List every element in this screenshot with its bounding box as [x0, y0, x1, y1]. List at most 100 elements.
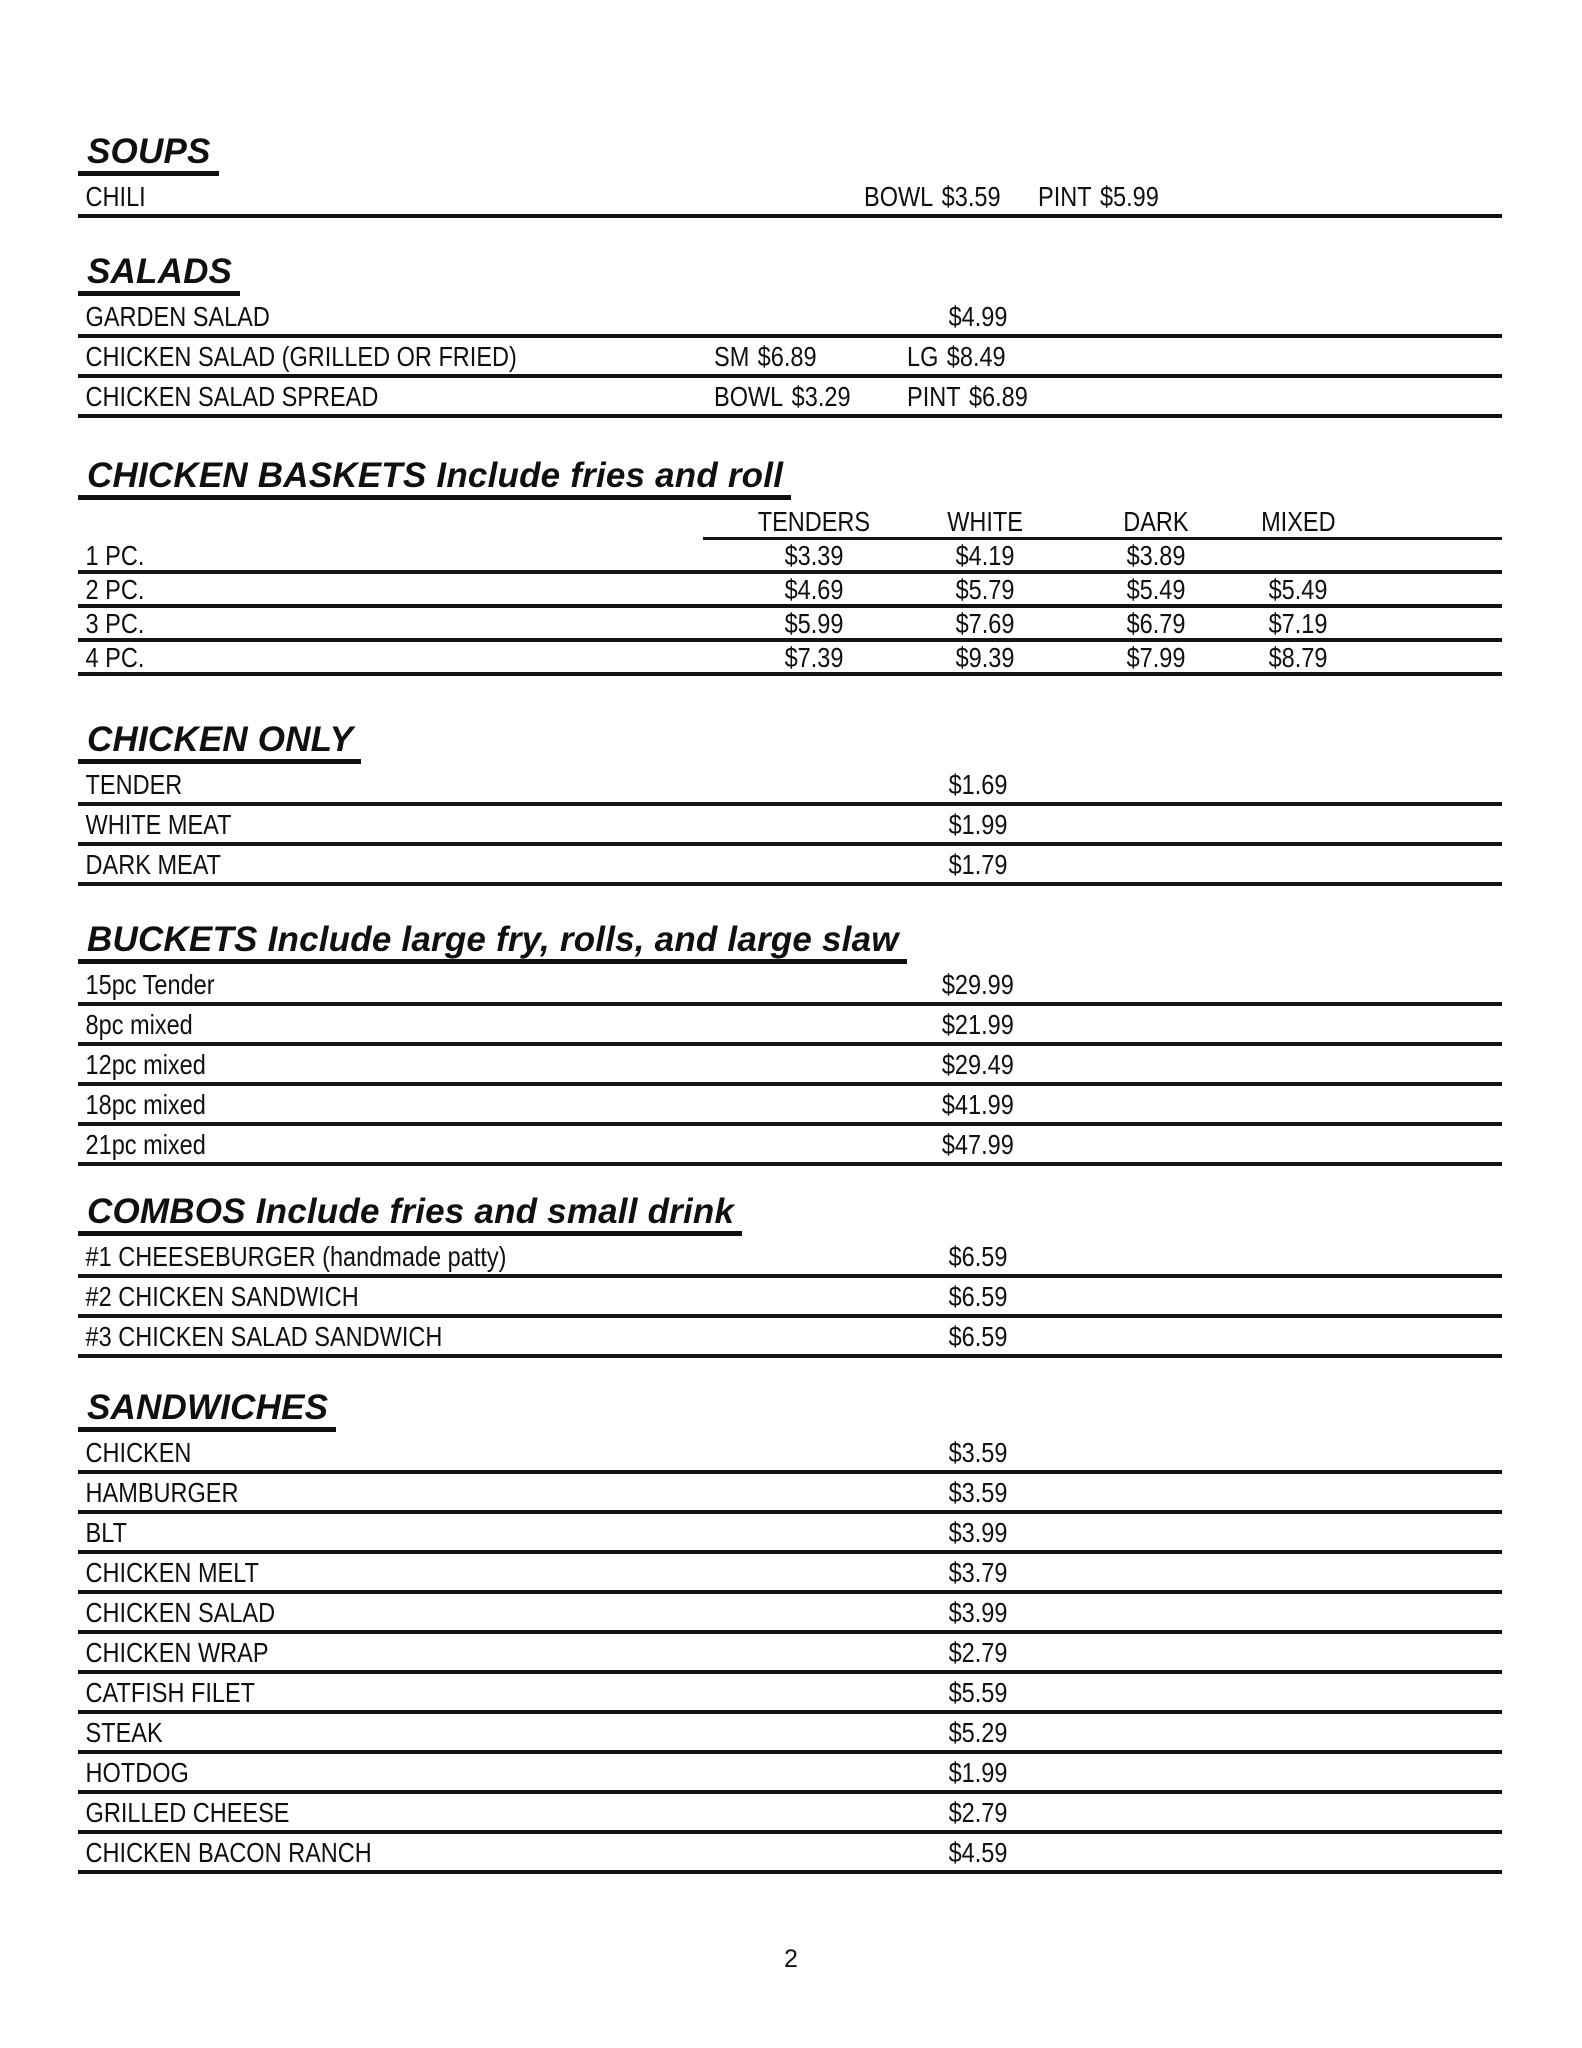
- section-title-text: CHICKEN BASKETS: [87, 456, 427, 495]
- section-sandwiches: SANDWICHES CHICKEN $3.59 HAMBURGER $3.59…: [78, 1390, 1502, 1874]
- menu-item-row: TENDER $1.69: [78, 766, 1502, 806]
- item-name: 2 PC.: [85, 574, 145, 605]
- menu-item-row: 3 PC. $5.99 $7.69 $6.79 $7.19: [78, 608, 1502, 642]
- item-price-mixed: $8.79: [1268, 642, 1328, 673]
- item-price-white: $4.19: [955, 540, 1015, 571]
- menu-item-row: 2 PC. $4.69 $5.79 $5.49 $5.49: [78, 574, 1502, 608]
- item-name: GARDEN SALAD: [85, 301, 270, 332]
- section-title: CHICKEN ONLY: [78, 720, 362, 764]
- menu-item-row: 15pc Tender $29.99: [78, 966, 1502, 1006]
- menu-item-row: STEAK $5.29: [78, 1714, 1502, 1754]
- item-price: $3.59: [941, 181, 1001, 212]
- menu-item-row: #2 CHICKEN SANDWICH $6.59: [78, 1278, 1502, 1318]
- section-title: SANDWICHES: [78, 1388, 337, 1432]
- item-price: $6.59: [948, 1281, 1008, 1312]
- item-price: $3.59: [948, 1477, 1008, 1508]
- item-price: $41.99: [942, 1089, 1014, 1120]
- item-price: $1.99: [948, 1757, 1008, 1788]
- item-name: 21pc mixed: [85, 1129, 206, 1160]
- menu-item-row: GARDEN SALAD $4.99: [78, 298, 1502, 338]
- item-price-white: $7.69: [955, 608, 1015, 639]
- menu-item-row: 8pc mixed $21.99: [78, 1006, 1502, 1046]
- section-title-text: SALADS: [87, 252, 233, 291]
- item-price: $5.59: [948, 1677, 1008, 1708]
- section-title: SOUPS: [78, 134, 219, 176]
- menu-item-row: 4 PC. $7.39 $9.39 $7.99 $8.79: [78, 642, 1502, 676]
- item-name: HOTDOG: [85, 1757, 189, 1788]
- menu-item-row: HOTDOG $1.99: [78, 1754, 1502, 1794]
- item-name: CHICKEN: [85, 1437, 192, 1468]
- menu-item-row: CATFISH FILET $5.59: [78, 1674, 1502, 1714]
- section-soups: SOUPS CHILI BOWL $3.59 PINT $5.99: [78, 134, 1502, 218]
- item-name: CHICKEN MELT: [85, 1557, 259, 1588]
- column-header-tenders: TENDERS: [757, 506, 871, 537]
- item-price-tenders: $7.39: [784, 642, 844, 673]
- price-size-label: BOWL: [864, 181, 934, 212]
- section-chicken-only: CHICKEN ONLY TENDER $1.69 WHITE MEAT $1.…: [78, 722, 1502, 886]
- section-rows: 15pc Tender $29.99 8pc mixed $21.99 12pc…: [78, 966, 1502, 1166]
- item-price-mixed: [1213, 542, 1383, 569]
- section-heading: SALADS: [78, 254, 1502, 296]
- item-price: $21.99: [942, 1009, 1014, 1040]
- item-name: CHICKEN SALAD (GRILLED OR FRIED): [85, 341, 517, 372]
- item-price: $2.79: [948, 1797, 1008, 1828]
- menu-item-row: #3 CHICKEN SALAD SANDWICH $6.59: [78, 1318, 1502, 1358]
- section-heading: CHICKEN ONLY: [78, 722, 1502, 764]
- item-price-white: $9.39: [955, 642, 1015, 673]
- item-name: 15pc Tender: [85, 969, 215, 1000]
- section-rows: TENDERS WHITE DARK MIXED 1 PC. $3.39 $4.…: [78, 502, 1502, 676]
- section-heading: SANDWICHES: [78, 1390, 1502, 1432]
- item-price-dark: $5.49: [1126, 574, 1186, 605]
- section-subtitle: Include fries and roll: [436, 456, 784, 495]
- basket-column-headers: TENDERS WHITE DARK MIXED: [78, 502, 1502, 540]
- item-price-mixed: $5.49: [1268, 574, 1328, 605]
- item-name: #1 CHEESEBURGER (handmade patty): [85, 1241, 507, 1272]
- item-name: CATFISH FILET: [85, 1677, 256, 1708]
- item-name: DARK MEAT: [85, 849, 222, 880]
- price-size-label: PINT: [907, 381, 961, 412]
- item-price: $8.49: [946, 341, 1006, 372]
- column-header-white: WHITE: [947, 506, 1023, 537]
- item-name: CHICKEN BACON RANCH: [85, 1837, 372, 1868]
- item-price: $1.69: [948, 769, 1008, 800]
- page-number: 2: [784, 1945, 798, 1973]
- item-name: WHITE MEAT: [85, 809, 232, 840]
- price-size-label: SM: [714, 341, 750, 372]
- price-size-label: BOWL: [714, 381, 784, 412]
- section-heading: CHICKEN BASKETS Include fries and roll: [78, 458, 1502, 500]
- menu-item-row: DARK MEAT $1.79: [78, 846, 1502, 886]
- item-name: 18pc mixed: [85, 1089, 206, 1120]
- item-price: $2.79: [948, 1637, 1008, 1668]
- menu-item-row: CHICKEN SALAD SPREAD BOWL $3.29 PINT $6.89: [78, 378, 1502, 418]
- menu-item-row: CHILI BOWL $3.59 PINT $5.99: [78, 178, 1502, 218]
- section-rows: CHILI BOWL $3.59 PINT $5.99: [78, 178, 1502, 218]
- section-combos: COMBOS Include fries and small drink #1 C…: [78, 1194, 1502, 1358]
- section-title-text: CHICKEN ONLY: [87, 720, 354, 759]
- menu-item-row: CHICKEN WRAP $2.79: [78, 1634, 1502, 1674]
- price-size-label: LG: [907, 341, 939, 372]
- section-title: SALADS: [78, 252, 241, 296]
- item-price: $3.79: [948, 1557, 1008, 1588]
- item-price-mixed: $7.19: [1268, 608, 1328, 639]
- section-title: BUCKETS Include large fry, rolls, and lar…: [78, 922, 907, 964]
- section-rows: GARDEN SALAD $4.99 CHICKEN SALAD (GRILLE…: [78, 298, 1502, 418]
- item-price: $3.99: [948, 1517, 1008, 1548]
- item-price: $3.29: [791, 381, 851, 412]
- item-price-segment: LG $8.49: [907, 341, 1024, 372]
- item-price: $6.89: [968, 381, 1028, 412]
- menu-item-row: WHITE MEAT $1.99: [78, 806, 1502, 846]
- item-price-dark: $7.99: [1126, 642, 1186, 673]
- item-price-segment: BOWL $3.59: [864, 181, 1027, 212]
- item-price-white: $5.79: [955, 574, 1015, 605]
- section-heading: SOUPS: [78, 134, 1502, 176]
- item-price: $6.89: [757, 341, 817, 372]
- menu-item-row: 21pc mixed $47.99: [78, 1126, 1502, 1166]
- item-name: 3 PC.: [85, 608, 145, 639]
- column-header-mixed: MIXED: [1260, 506, 1336, 537]
- column-header-dark: DARK: [1123, 506, 1189, 537]
- menu-item-row: GRILLED CHEESE $2.79: [78, 1794, 1502, 1834]
- menu-item-row: CHICKEN BACON RANCH $4.59: [78, 1834, 1502, 1874]
- section-heading: COMBOS Include fries and small drink: [78, 1194, 1502, 1236]
- section-title-text: SANDWICHES: [87, 1388, 329, 1427]
